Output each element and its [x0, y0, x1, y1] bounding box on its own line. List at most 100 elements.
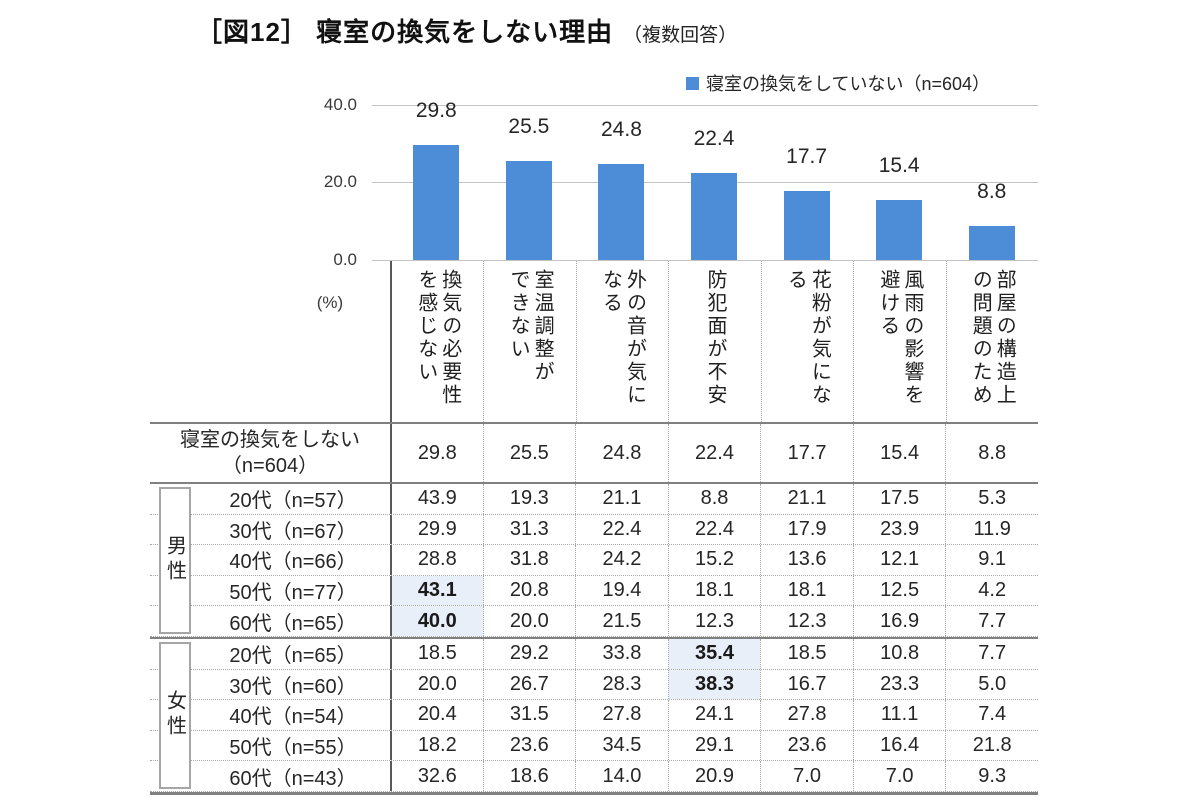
- figure-title-main: ［図12］ 寝室の換気をしない理由: [196, 17, 614, 47]
- value-cell: 27.8: [760, 700, 853, 730]
- table-row: 50代（n=55） 18.2 23.6 34.5 29.1 23.6 16.4 21.8: [150, 730, 1038, 762]
- row-label-cell: 20代（n=65）: [229, 645, 357, 668]
- bar-value-label: 8.8: [977, 179, 1007, 203]
- bar: [691, 173, 738, 260]
- bar: [505, 161, 552, 260]
- gridline: [372, 105, 1038, 106]
- y-axis-tick-label: 20.0: [323, 172, 357, 191]
- bar-value-label: 29.8: [415, 98, 457, 122]
- value-cell: 34.5: [575, 730, 668, 761]
- value-cell: 22.4: [575, 514, 668, 545]
- category-column: 換気の必要性 を感じない: [392, 261, 485, 422]
- value-cell: 19.4: [575, 575, 668, 606]
- bar: [968, 225, 1015, 260]
- bar: [783, 191, 830, 260]
- bar-column: 17.7: [760, 105, 853, 260]
- value-cell: 8.8: [945, 424, 1038, 482]
- value-cell: 12.3: [667, 606, 761, 636]
- figure-title-note: （複数回答）: [623, 25, 738, 46]
- value-cell: 10.8: [852, 638, 946, 669]
- value-cell: 28.8: [390, 545, 483, 575]
- value-cell: 15.2: [667, 545, 761, 575]
- value-cell: 8.8: [667, 484, 761, 514]
- figure-title: ［図12］ 寝室の換気をしない理由 （複数回答）: [196, 12, 737, 49]
- gender-group-box: 女性: [159, 641, 191, 789]
- category-label: 室温調整が できない: [507, 269, 554, 384]
- bar-column: 8.8: [945, 105, 1038, 260]
- row-label-cell: 寝室の換気をしない （n=604）: [180, 429, 360, 477]
- value-cell: 12.3: [760, 606, 853, 636]
- value-cell: 23.6: [482, 730, 576, 761]
- value-cell: 43.9: [390, 484, 483, 514]
- value-cell: 5.3: [945, 484, 1038, 514]
- gridline: [372, 260, 1038, 261]
- value-cell: 7.4: [945, 700, 1038, 730]
- bar-column: 15.4: [853, 105, 946, 260]
- category-column: 部屋の構造上 の問題のため: [947, 261, 1038, 422]
- value-cell: 23.6: [760, 730, 853, 761]
- row-label-cell: 50代（n=77）: [229, 582, 357, 605]
- bar: [876, 200, 923, 260]
- value-cell: 19.3: [482, 484, 576, 514]
- data-table: 寝室の換気をしない （n=604） 29.8 25.5 24.8 22.4 17.7 15.…: [150, 422, 1038, 795]
- gender-group-label: 女性: [163, 690, 186, 741]
- value-cell: 33.8: [575, 638, 668, 669]
- category-label: 外の音が気に なる: [599, 269, 646, 407]
- y-axis-tick-label: 0.0: [333, 250, 357, 269]
- category-column: 花粉が気にな る: [762, 261, 855, 422]
- table-row: 20代（n=57） 43.9 19.3 21.1 8.8 21.1 17.5 5.3: [150, 484, 1038, 515]
- table-row: 50代（n=77） 43.1 20.8 19.4 18.1 18.1 12.5 4.2: [150, 575, 1038, 607]
- value-cell: 18.6: [482, 761, 576, 791]
- bar-value-label: 25.5: [508, 115, 550, 139]
- row-label-cell: 60代（n=65）: [229, 612, 357, 635]
- value-cell: 7.0: [760, 761, 853, 791]
- value-cell: 29.8: [390, 424, 483, 482]
- value-cell: 38.3: [667, 669, 761, 700]
- legend: 寝室の換気をしていない（n=604）: [686, 70, 990, 96]
- value-cell: 31.3: [482, 514, 576, 545]
- category-label: 風雨の影響を 避ける: [876, 269, 923, 407]
- value-cell: 16.9: [852, 606, 946, 636]
- value-cell: 18.1: [667, 575, 761, 606]
- row-label-cell: 50代（n=55）: [229, 737, 357, 760]
- value-cell: 21.5: [575, 606, 668, 636]
- category-column: 防犯面が不安: [669, 261, 762, 422]
- value-cell: 7.7: [945, 638, 1038, 669]
- value-cell: 43.1: [390, 575, 483, 606]
- value-cell: 16.4: [852, 730, 946, 761]
- value-cell: 21.1: [760, 484, 853, 514]
- bar-column: 29.8: [390, 99, 483, 260]
- bar: [598, 163, 645, 260]
- category-column: 室温調整が できない: [484, 261, 577, 422]
- value-cell: 5.0: [945, 669, 1038, 700]
- value-cell: 35.4: [667, 638, 761, 669]
- value-cell: 32.6: [390, 761, 483, 791]
- value-cell: 9.3: [945, 761, 1038, 791]
- value-cell: 12.1: [852, 545, 946, 575]
- value-cell: 9.1: [945, 545, 1038, 575]
- value-cell: 20.4: [390, 700, 483, 730]
- value-cell: 7.7: [945, 606, 1038, 636]
- value-cell: 22.4: [667, 514, 761, 545]
- value-cell: 11.1: [852, 700, 946, 730]
- value-cell: 26.7: [482, 669, 576, 700]
- value-cell: 4.2: [945, 575, 1038, 606]
- gender-group-box: 男性: [159, 487, 191, 634]
- value-cell: 20.8: [482, 575, 576, 606]
- bar-chart-plot: 29.8 25.5 24.8 22.4 17.7 15.4 8.8: [390, 99, 1038, 260]
- table-row-total: 寝室の換気をしない （n=604） 29.8 25.5 24.8 22.4 17.7 15.…: [150, 424, 1038, 484]
- category-label: 花粉が気にな る: [784, 269, 831, 407]
- value-cell: 18.5: [390, 638, 483, 669]
- value-cell: 27.8: [575, 700, 668, 730]
- value-cell: 22.4: [667, 424, 761, 482]
- row-label-cell: 40代（n=66）: [229, 551, 357, 574]
- value-cell: 15.4: [852, 424, 946, 482]
- category-axis: 換気の必要性 を感じない 室温調整が できない 外の音が気に なる 防犯面が不安 花粉が…: [390, 261, 1038, 422]
- bar-value-label: 17.7: [786, 145, 828, 169]
- y-axis-unit-label: (%): [316, 293, 344, 312]
- value-cell: 24.1: [667, 700, 761, 730]
- bar-column: 22.4: [668, 105, 761, 260]
- category-label: 防犯面が不安: [703, 269, 726, 407]
- bar-column: 25.5: [483, 105, 576, 260]
